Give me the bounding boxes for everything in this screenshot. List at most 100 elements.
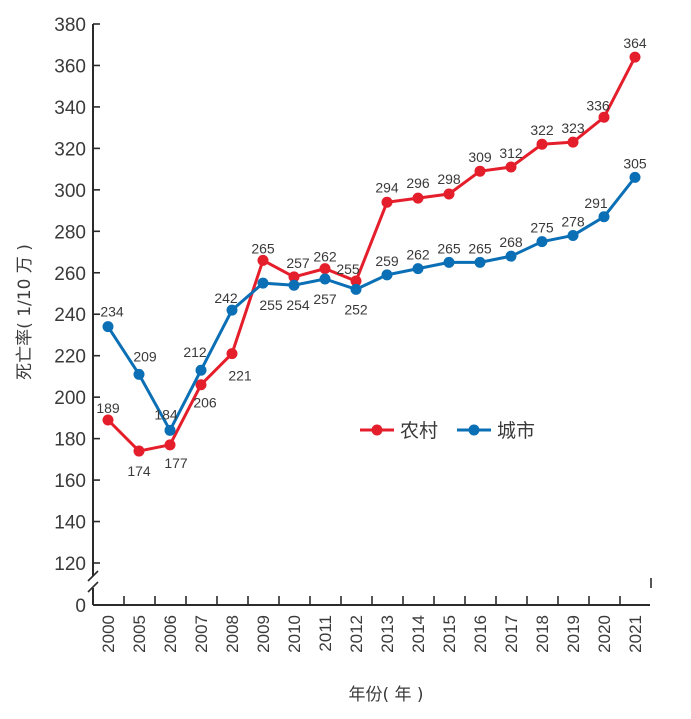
y-tick-label: 140 xyxy=(54,513,86,534)
data-label-urban: 305 xyxy=(623,155,647,171)
x-tick-label: 2018 xyxy=(533,615,552,653)
x-tick-label: 2010 xyxy=(285,615,304,653)
data-point-urban xyxy=(598,211,610,223)
data-point-rural xyxy=(133,445,145,457)
x-tick-label: 2006 xyxy=(161,615,180,653)
x-tick-label: 2009 xyxy=(254,615,273,653)
y-tick-label: 240 xyxy=(54,305,86,326)
data-label-rural: 257 xyxy=(286,255,310,271)
data-point-rural xyxy=(443,188,455,200)
x-axis-title: 年份( 年 ) xyxy=(348,685,423,705)
data-point-rural xyxy=(629,51,641,63)
data-point-urban xyxy=(567,229,579,241)
legend-marker xyxy=(371,424,383,436)
x-tick-label: 2016 xyxy=(471,615,490,653)
data-point-rural xyxy=(536,138,548,150)
legend-item-urban: 城市 xyxy=(457,420,535,442)
series-line-rural xyxy=(106,56,637,453)
data-point-urban xyxy=(102,321,114,333)
x-tick-label: 2012 xyxy=(347,615,366,653)
y-tick-label: 200 xyxy=(54,388,86,409)
data-label-urban: 255 xyxy=(259,297,283,313)
data-label-urban: 242 xyxy=(214,290,238,306)
data-point-urban xyxy=(319,273,331,285)
data-point-rural xyxy=(319,263,331,275)
data-label-rural: 262 xyxy=(313,249,337,265)
axis-break-mark xyxy=(87,581,99,593)
data-label-urban: 262 xyxy=(406,247,430,263)
y-tick-label: 320 xyxy=(54,139,86,160)
data-point-rural xyxy=(567,136,579,148)
data-label-urban: 234 xyxy=(100,304,124,320)
data-label-rural: 298 xyxy=(437,171,461,187)
data-point-urban xyxy=(412,263,424,275)
y-tick-label: 220 xyxy=(54,347,86,368)
y-tick-label: 180 xyxy=(54,430,86,451)
axes xyxy=(87,24,652,606)
series-lines xyxy=(102,51,641,457)
data-label-urban: 265 xyxy=(437,240,461,256)
data-point-rural xyxy=(474,165,486,177)
x-axis-ticks: 2000 2005 2006 2007 2008 2009 2010 2011 2012 2013… xyxy=(99,596,645,653)
data-label-urban: 254 xyxy=(286,297,310,313)
data-label-urban: 291 xyxy=(584,195,608,211)
data-label-urban: 268 xyxy=(499,234,523,250)
legend-label: 城市 xyxy=(497,420,535,442)
data-label-urban: 259 xyxy=(375,253,399,269)
y-tick-label: 160 xyxy=(54,471,86,492)
data-label-rural: 174 xyxy=(127,463,151,479)
data-label-rural: 309 xyxy=(468,149,492,165)
data-point-urban xyxy=(536,236,548,248)
data-label-urban: 257 xyxy=(313,291,337,307)
data-point-rural xyxy=(598,111,610,123)
data-point-urban xyxy=(226,304,238,316)
data-label-rural: 336 xyxy=(586,97,610,113)
y-tick-label: 360 xyxy=(54,56,86,77)
y-tick-label: 380 xyxy=(54,15,86,36)
data-point-rural xyxy=(164,439,176,451)
data-label-urban: 265 xyxy=(468,240,492,256)
data-label-rural: 206 xyxy=(193,395,217,411)
data-label-urban: 184 xyxy=(154,406,178,422)
y-tick-label: 260 xyxy=(54,264,86,285)
x-tick-label: 2008 xyxy=(223,615,242,653)
x-tick-label: 2013 xyxy=(378,615,397,653)
data-label-rural: 265 xyxy=(251,240,275,256)
data-label-urban: 275 xyxy=(530,220,554,236)
x-tick-label: 2005 xyxy=(130,615,149,653)
legend-item-rural: 农村 xyxy=(360,420,438,442)
data-point-urban xyxy=(505,250,517,262)
y-axis-ticks: 120 140 160 180 200 220 240 260 280 300 320 340 360 3… xyxy=(54,15,100,617)
data-label-urban: 209 xyxy=(133,348,157,364)
data-point-urban xyxy=(257,277,269,289)
x-tick-label: 2017 xyxy=(502,615,521,653)
data-point-rural xyxy=(288,271,300,283)
data-point-urban xyxy=(133,368,145,380)
x-tick-label: 2015 xyxy=(440,615,459,653)
data-label-urban: 278 xyxy=(561,213,585,229)
data-label-urban: 212 xyxy=(183,344,207,360)
y-tick-label: 340 xyxy=(54,98,86,119)
data-point-rural xyxy=(381,196,393,208)
y-axis-title: 死亡率( 1/10 万 ) xyxy=(15,244,35,380)
y-tick-label: 120 xyxy=(54,554,86,575)
x-tick-label: 2020 xyxy=(595,615,614,653)
x-tick-label: 2019 xyxy=(564,615,583,653)
data-point-urban xyxy=(288,279,300,291)
data-label-rural: 322 xyxy=(530,122,554,138)
data-label-rural: 294 xyxy=(375,179,399,195)
data-point-rural xyxy=(257,254,269,266)
data-point-rural xyxy=(102,414,114,426)
data-point-rural xyxy=(195,379,207,391)
x-tick-label: 2007 xyxy=(192,615,211,653)
x-tick-label: 2014 xyxy=(409,615,428,653)
y-tick-label-zero: 0 xyxy=(75,596,86,617)
legend-marker xyxy=(468,424,480,436)
series-line-urban xyxy=(106,176,637,432)
data-label-rural: 221 xyxy=(228,368,252,384)
data-label-rural: 177 xyxy=(164,455,188,471)
data-point-rural xyxy=(350,275,362,287)
data-point-urban xyxy=(381,269,393,281)
